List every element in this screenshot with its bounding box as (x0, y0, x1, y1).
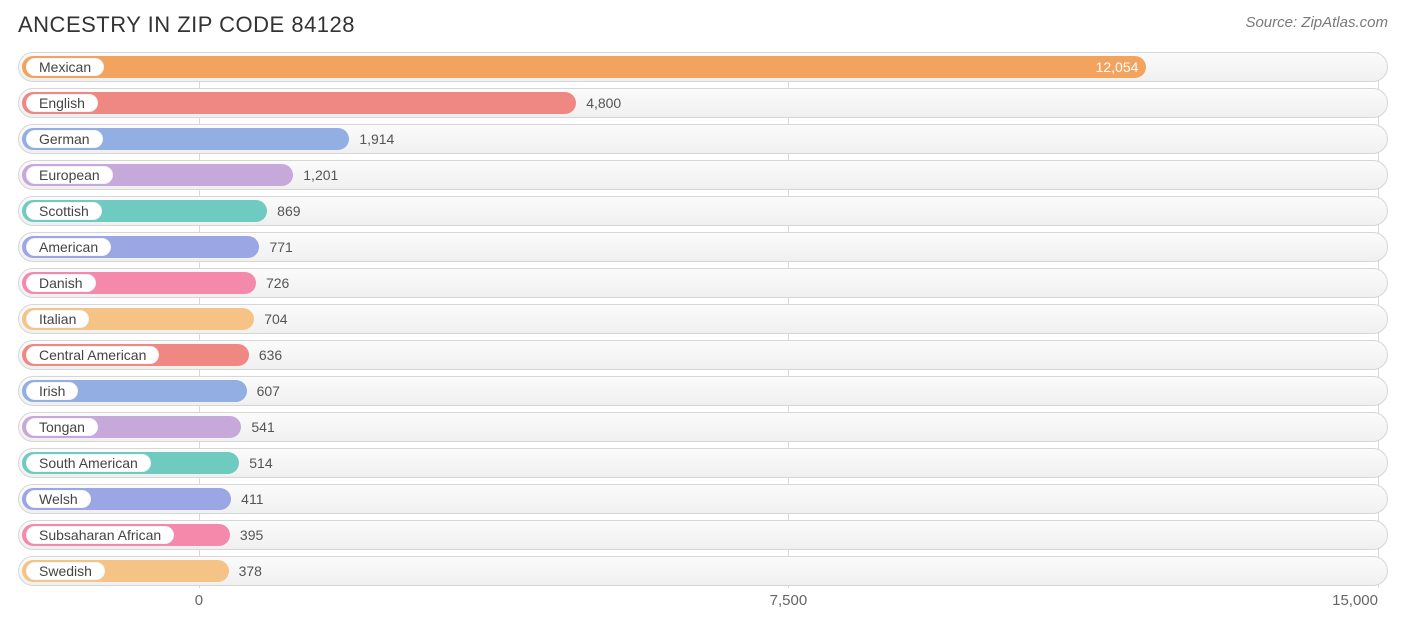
bar-wrap: Irish 607 (22, 380, 1384, 402)
bar-value: 869 (277, 200, 300, 222)
bar-wrap: American 771 (22, 236, 1384, 258)
bar-wrap: Tongan 541 (22, 416, 1384, 438)
category-pill: Irish (26, 382, 78, 400)
bar-value: 378 (239, 560, 262, 582)
bar-row: German 1,914 (18, 124, 1388, 154)
category-pill: Mexican (26, 58, 104, 76)
category-pill: Central American (26, 346, 159, 364)
chart-title: ANCESTRY IN ZIP CODE 84128 (18, 12, 355, 38)
category-pill: German (26, 130, 103, 148)
bar-wrap: German 1,914 (22, 128, 1384, 150)
bar-wrap: Italian 704 (22, 308, 1384, 330)
bar-value: 607 (257, 380, 280, 402)
category-pill: English (26, 94, 98, 112)
category-pill: Danish (26, 274, 96, 292)
category-pill: Swedish (26, 562, 105, 580)
category-pill: Subsaharan African (26, 526, 174, 544)
chart-source: Source: ZipAtlas.com (1245, 14, 1388, 31)
x-axis: 0 7,500 15,000 (18, 588, 1388, 612)
bar-value: 771 (269, 236, 292, 258)
bar-value: 1,201 (303, 164, 338, 186)
bar-value: 514 (249, 452, 272, 474)
bar-value: 12,054 (1096, 56, 1139, 78)
bar-row: Italian 704 (18, 304, 1388, 334)
category-pill: American (26, 238, 111, 256)
x-axis-tick: 0 (195, 592, 203, 609)
bar-wrap: Subsaharan African 395 (22, 524, 1384, 546)
bar-row: Swedish 378 (18, 556, 1388, 586)
bar-wrap: English 4,800 (22, 92, 1384, 114)
x-axis-tick: 7,500 (770, 592, 808, 609)
category-pill: Scottish (26, 202, 102, 220)
bar-wrap: South American 514 (22, 452, 1384, 474)
bar-value: 1,914 (359, 128, 394, 150)
bar-row: Central American 636 (18, 340, 1388, 370)
bar-wrap: Welsh 411 (22, 488, 1384, 510)
bar-wrap: Scottish 869 (22, 200, 1384, 222)
bar-wrap: European 1,201 (22, 164, 1384, 186)
category-pill: European (26, 166, 113, 184)
bar-row: Tongan 541 (18, 412, 1388, 442)
bar-wrap: Danish 726 (22, 272, 1384, 294)
bar-value: 704 (264, 308, 287, 330)
bar-value: 411 (241, 488, 263, 510)
bar (22, 92, 576, 114)
ancestry-bar-chart: Mexican 12,054 English 4,800 German 1,914 Euro… (18, 52, 1388, 612)
category-pill: Welsh (26, 490, 91, 508)
bar-row: Welsh 411 (18, 484, 1388, 514)
category-pill: Tongan (26, 418, 98, 436)
bar-row: Mexican 12,054 (18, 52, 1388, 82)
bar-row: Irish 607 (18, 376, 1388, 406)
bar-row: American 771 (18, 232, 1388, 262)
bar-row: South American 514 (18, 448, 1388, 478)
bar-row: Danish 726 (18, 268, 1388, 298)
bar-value: 636 (259, 344, 282, 366)
bar-value: 395 (240, 524, 263, 546)
bar-wrap: Swedish 378 (22, 560, 1384, 582)
bar-value: 4,800 (586, 92, 621, 114)
bar-value: 726 (266, 272, 289, 294)
category-pill: South American (26, 454, 151, 472)
x-axis-tick: 15,000 (1332, 592, 1378, 609)
bar-row: Scottish 869 (18, 196, 1388, 226)
category-pill: Italian (26, 310, 89, 328)
bar-row: Subsaharan African 395 (18, 520, 1388, 550)
bar-value: 541 (251, 416, 274, 438)
bar-wrap: Central American 636 (22, 344, 1384, 366)
bar-wrap: Mexican 12,054 (22, 56, 1384, 78)
bar-row: English 4,800 (18, 88, 1388, 118)
bar-row: European 1,201 (18, 160, 1388, 190)
bar (22, 56, 1146, 78)
